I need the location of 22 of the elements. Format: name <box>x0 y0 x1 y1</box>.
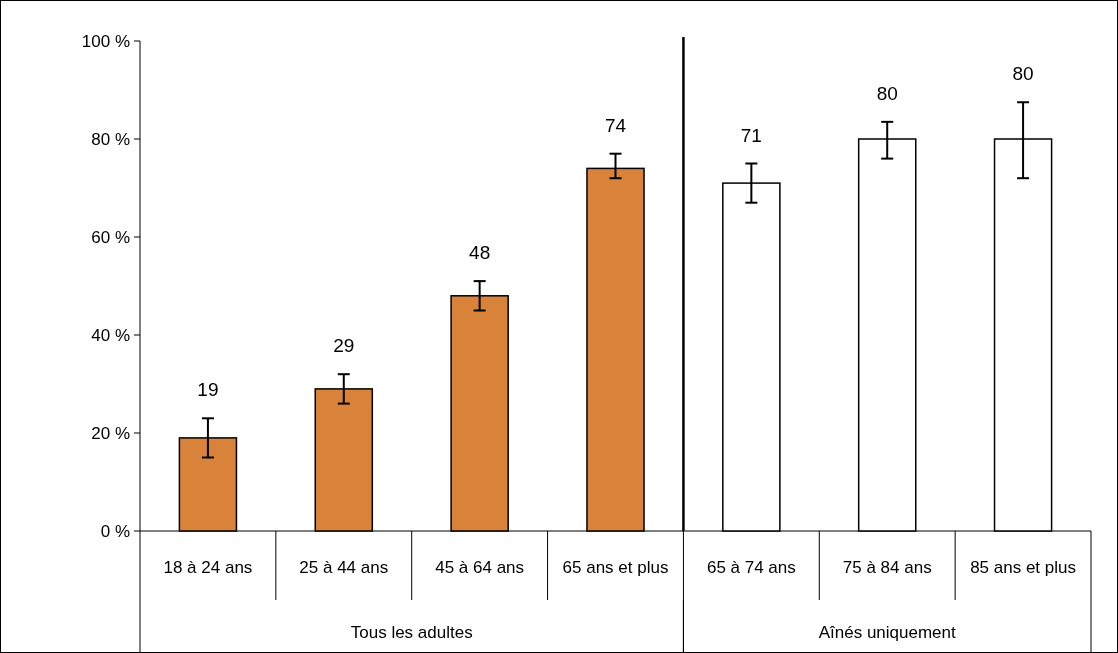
x-tick-label: 25 à 44 ans <box>299 558 389 577</box>
data-label: 48 <box>469 242 491 264</box>
x-tick-label: 45 à 64 ans <box>435 558 525 577</box>
x-tick-label: 65 ans et plus <box>562 558 669 577</box>
x-tick-label: 65 à 74 ans <box>706 558 796 577</box>
y-tick-label: 20 % <box>91 423 130 443</box>
x-tick-label: 75 à 84 ans <box>842 558 932 577</box>
data-label: 71 <box>740 124 762 146</box>
y-tick-label: 0 % <box>100 521 130 541</box>
data-label: 80 <box>876 82 898 104</box>
data-label: 19 <box>197 379 219 401</box>
text: Aînés uniquement <box>818 623 957 642</box>
y-tick-label: 60 % <box>91 227 130 247</box>
y-tick-label: 100 % <box>81 31 130 51</box>
x-tick-label: 85 ans et plus <box>970 558 1076 577</box>
x-tick-label: 18 à 24 ans <box>163 558 253 577</box>
text: Tous les adultes <box>350 623 473 642</box>
data-label: 74 <box>604 114 627 136</box>
y-tick-label: 40 % <box>91 325 130 345</box>
data-label: 80 <box>1012 63 1034 85</box>
y-tick-label: 80 % <box>91 129 130 149</box>
data-label: 29 <box>333 335 355 357</box>
